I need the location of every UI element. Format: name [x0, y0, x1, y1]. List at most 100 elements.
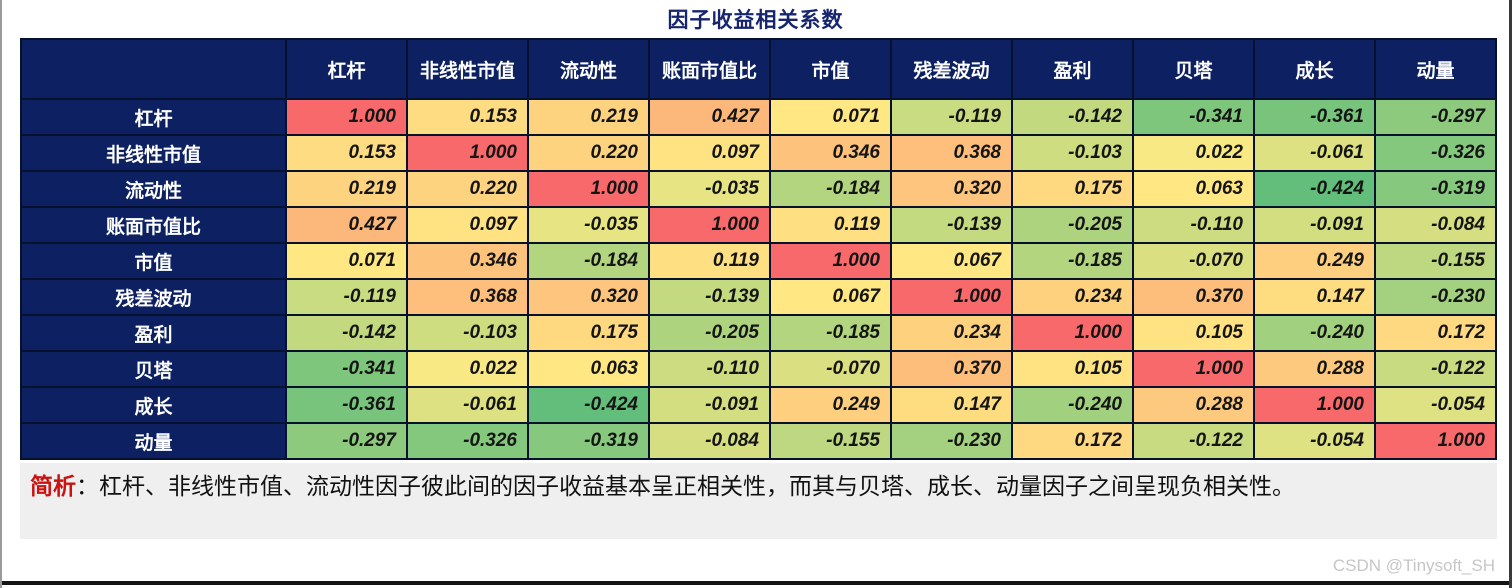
matrix-cell: 0.067	[769, 278, 892, 316]
matrix-cell: 1.000	[1132, 350, 1255, 388]
matrix-cell: -0.122	[1132, 422, 1255, 460]
bottom-frame-line	[2, 581, 1509, 585]
matrix-cell: 0.097	[648, 134, 771, 172]
corner-cell	[20, 38, 287, 100]
matrix-cell: -0.184	[527, 242, 650, 280]
matrix-cell: -0.061	[406, 386, 529, 424]
matrix-cell: -0.341	[285, 350, 408, 388]
table-row: 非线性市值 0.153 1.000 0.220 0.097 0.346 0.368 -0.10…	[20, 134, 1497, 172]
table-header: 杠杆 非线性市值 流动性 账面市值比 市值 残差波动 盈利 贝塔 成长 动量	[20, 38, 1497, 100]
matrix-cell: 0.153	[406, 98, 529, 136]
matrix-cell: -0.240	[1011, 386, 1134, 424]
matrix-cell: 1.000	[527, 170, 650, 208]
matrix-cell: 1.000	[769, 242, 892, 280]
table-row: 盈利 -0.142 -0.103 0.175 -0.205 -0.185 0.234 1.00…	[20, 314, 1497, 352]
matrix-cell: 0.105	[1011, 350, 1134, 388]
matrix-cell: -0.119	[285, 278, 408, 316]
matrix-cell: 0.234	[890, 314, 1013, 352]
matrix-cell: 0.172	[1374, 314, 1497, 352]
note-label: 简析	[30, 473, 76, 499]
matrix-cell: 0.249	[769, 386, 892, 424]
column-header: 残差波动	[890, 38, 1013, 100]
note-colon: ：	[76, 473, 99, 499]
correlation-table: 杠杆 非线性市值 流动性 账面市值比 市值 残差波动 盈利 贝塔 成长 动量 杠杆 1.000 0.1…	[20, 38, 1497, 460]
matrix-cell: -0.091	[648, 386, 771, 424]
matrix-cell: -0.155	[769, 422, 892, 460]
row-header: 流动性	[20, 170, 287, 208]
column-header: 杠杆	[285, 38, 408, 100]
matrix-cell: -0.054	[1374, 386, 1497, 424]
matrix-cell: -0.424	[527, 386, 650, 424]
matrix-cell: 0.234	[1011, 278, 1134, 316]
matrix-cell: 0.370	[1132, 278, 1255, 316]
matrix-cell: -0.319	[1374, 170, 1497, 208]
matrix-cell: 0.219	[527, 98, 650, 136]
matrix-cell: 0.175	[527, 314, 650, 352]
title-bar: 因子收益相关系数	[2, 0, 1509, 38]
matrix-cell: -0.185	[1011, 242, 1134, 280]
matrix-cell: 0.022	[406, 350, 529, 388]
analysis-note: 简析：杠杆、非线性市值、流动性因子彼此间的因子收益基本呈正相关性，而其与贝塔、成…	[20, 463, 1497, 539]
matrix-cell: -0.319	[527, 422, 650, 460]
column-header: 市值	[769, 38, 892, 100]
matrix-cell: 0.368	[406, 278, 529, 316]
matrix-cell: -0.205	[1011, 206, 1134, 244]
matrix-cell: 0.071	[769, 98, 892, 136]
matrix-cell: 0.105	[1132, 314, 1255, 352]
matrix-cell: 0.147	[1253, 278, 1376, 316]
matrix-cell: -0.110	[648, 350, 771, 388]
row-header: 盈利	[20, 314, 287, 352]
matrix-cell: 0.346	[406, 242, 529, 280]
matrix-cell: -0.035	[648, 170, 771, 208]
matrix-cell: 0.320	[890, 170, 1013, 208]
matrix-cell: -0.084	[1374, 206, 1497, 244]
matrix-cell: -0.184	[769, 170, 892, 208]
matrix-cell: 0.063	[527, 350, 650, 388]
matrix-cell: -0.061	[1253, 134, 1376, 172]
column-header: 盈利	[1011, 38, 1134, 100]
matrix-cell: -0.091	[1253, 206, 1376, 244]
matrix-cell: 0.071	[285, 242, 408, 280]
matrix-cell: 0.288	[1253, 350, 1376, 388]
matrix-cell: -0.142	[1011, 98, 1134, 136]
matrix-cell: 0.219	[285, 170, 408, 208]
table-row: 账面市值比 0.427 0.097 -0.035 1.000 0.119 -0.139 -0.…	[20, 206, 1497, 244]
matrix-cell: -0.297	[285, 422, 408, 460]
matrix-cell: 1.000	[1253, 386, 1376, 424]
row-header: 成长	[20, 386, 287, 424]
table-row: 市值 0.071 0.346 -0.184 0.119 1.000 0.067 -0.185-…	[20, 242, 1497, 280]
matrix-cell: 1.000	[1011, 314, 1134, 352]
matrix-cell: 0.346	[769, 134, 892, 172]
note-text: 杠杆、非线性市值、流动性因子彼此间的因子收益基本呈正相关性，而其与贝塔、成长、动…	[99, 473, 1295, 499]
matrix-cell: -0.142	[285, 314, 408, 352]
csdn-watermark: CSDN @Tinysoft_SH	[1332, 556, 1495, 575]
matrix-cell: 0.119	[648, 242, 771, 280]
matrix-cell: 0.175	[1011, 170, 1134, 208]
matrix-cell: -0.122	[1374, 350, 1497, 388]
matrix-cell: 0.427	[285, 206, 408, 244]
matrix-cell: 0.022	[1132, 134, 1255, 172]
row-header: 贝塔	[20, 350, 287, 388]
table-body: 杠杆 1.000 0.153 0.219 0.427 0.071 -0.119 -0.142-…	[20, 98, 1497, 460]
matrix-cell: -0.361	[1253, 98, 1376, 136]
matrix-cell: 0.147	[890, 386, 1013, 424]
matrix-cell: -0.185	[769, 314, 892, 352]
column-header: 流动性	[527, 38, 650, 100]
matrix-cell: 0.249	[1253, 242, 1376, 280]
matrix-cell: 0.067	[890, 242, 1013, 280]
matrix-cell: 0.320	[527, 278, 650, 316]
table-row: 杠杆 1.000 0.153 0.219 0.427 0.071 -0.119 -0.142-…	[20, 98, 1497, 136]
row-header: 残差波动	[20, 278, 287, 316]
matrix-cell: 1.000	[648, 206, 771, 244]
table-row: 流动性 0.219 0.220 1.000 -0.035 -0.184 0.320 0.175…	[20, 170, 1497, 208]
row-header: 市值	[20, 242, 287, 280]
matrix-cell: 1.000	[285, 98, 408, 136]
matrix-cell: -0.103	[406, 314, 529, 352]
matrix-cell: 1.000	[890, 278, 1013, 316]
column-header: 贝塔	[1132, 38, 1255, 100]
matrix-cell: -0.119	[890, 98, 1013, 136]
column-header: 动量	[1374, 38, 1497, 100]
matrix-cell: -0.139	[890, 206, 1013, 244]
matrix-cell: -0.103	[1011, 134, 1134, 172]
matrix-cell: -0.297	[1374, 98, 1497, 136]
